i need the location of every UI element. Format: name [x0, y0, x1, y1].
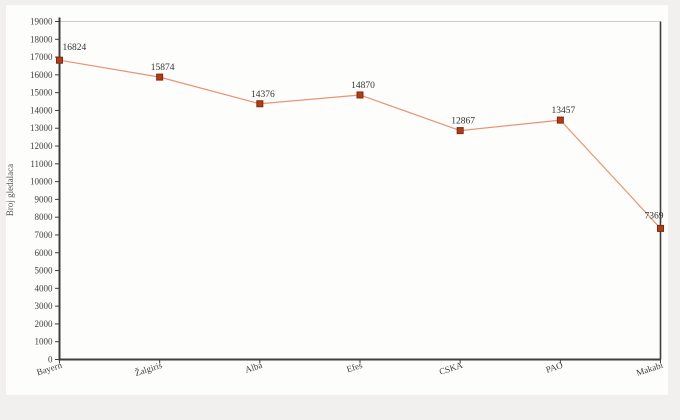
y-tick-label: 8000: [35, 212, 54, 222]
y-tick-label: 12000: [30, 141, 53, 151]
y-tick-label: 14000: [30, 105, 53, 115]
data-point-marker: [256, 100, 264, 108]
data-point-value-label: 7369: [645, 211, 664, 221]
data-point-value-label: 15874: [151, 63, 175, 73]
y-tick-label: 16000: [30, 70, 53, 80]
y-tick-label: 17000: [30, 52, 53, 62]
y-tick-label: 13000: [30, 123, 53, 133]
data-point-value-label: 14376: [251, 90, 275, 100]
data-point-marker: [56, 56, 63, 64]
y-tick-label: 2000: [35, 319, 54, 329]
y-tick-label: 0: [48, 355, 53, 365]
data-point-marker: [456, 127, 464, 135]
data-point-marker: [356, 91, 364, 99]
y-tick-label: 19000: [30, 17, 53, 27]
data-point-marker: [556, 116, 564, 124]
y-tick-label: 1000: [35, 337, 54, 347]
chart-paper: [6, 5, 668, 395]
x-axis-category-label: Efes: [345, 360, 364, 375]
data-point-value-label: 12867: [451, 117, 475, 127]
y-tick-label: 5000: [35, 266, 54, 276]
data-point-value-label: 13457: [551, 106, 575, 116]
y-axis-title: Broj gledalaca: [5, 164, 15, 216]
y-tick-label: 18000: [30, 34, 53, 44]
data-point-value-label: 14870: [351, 81, 375, 91]
data-point-marker: [156, 73, 164, 81]
y-tick-label: 6000: [35, 248, 54, 258]
y-tick-label: 3000: [35, 301, 54, 311]
y-tick-label: 10000: [30, 177, 53, 187]
y-tick-label: 9000: [35, 194, 54, 204]
y-tick-label: 15000: [30, 88, 53, 98]
data-point-value-label: 16824: [63, 43, 87, 53]
data-point-marker: [657, 224, 664, 232]
y-tick-label: 7000: [35, 230, 54, 240]
y-tick-label: 4000: [35, 283, 54, 293]
y-tick-label: 11000: [30, 159, 53, 169]
